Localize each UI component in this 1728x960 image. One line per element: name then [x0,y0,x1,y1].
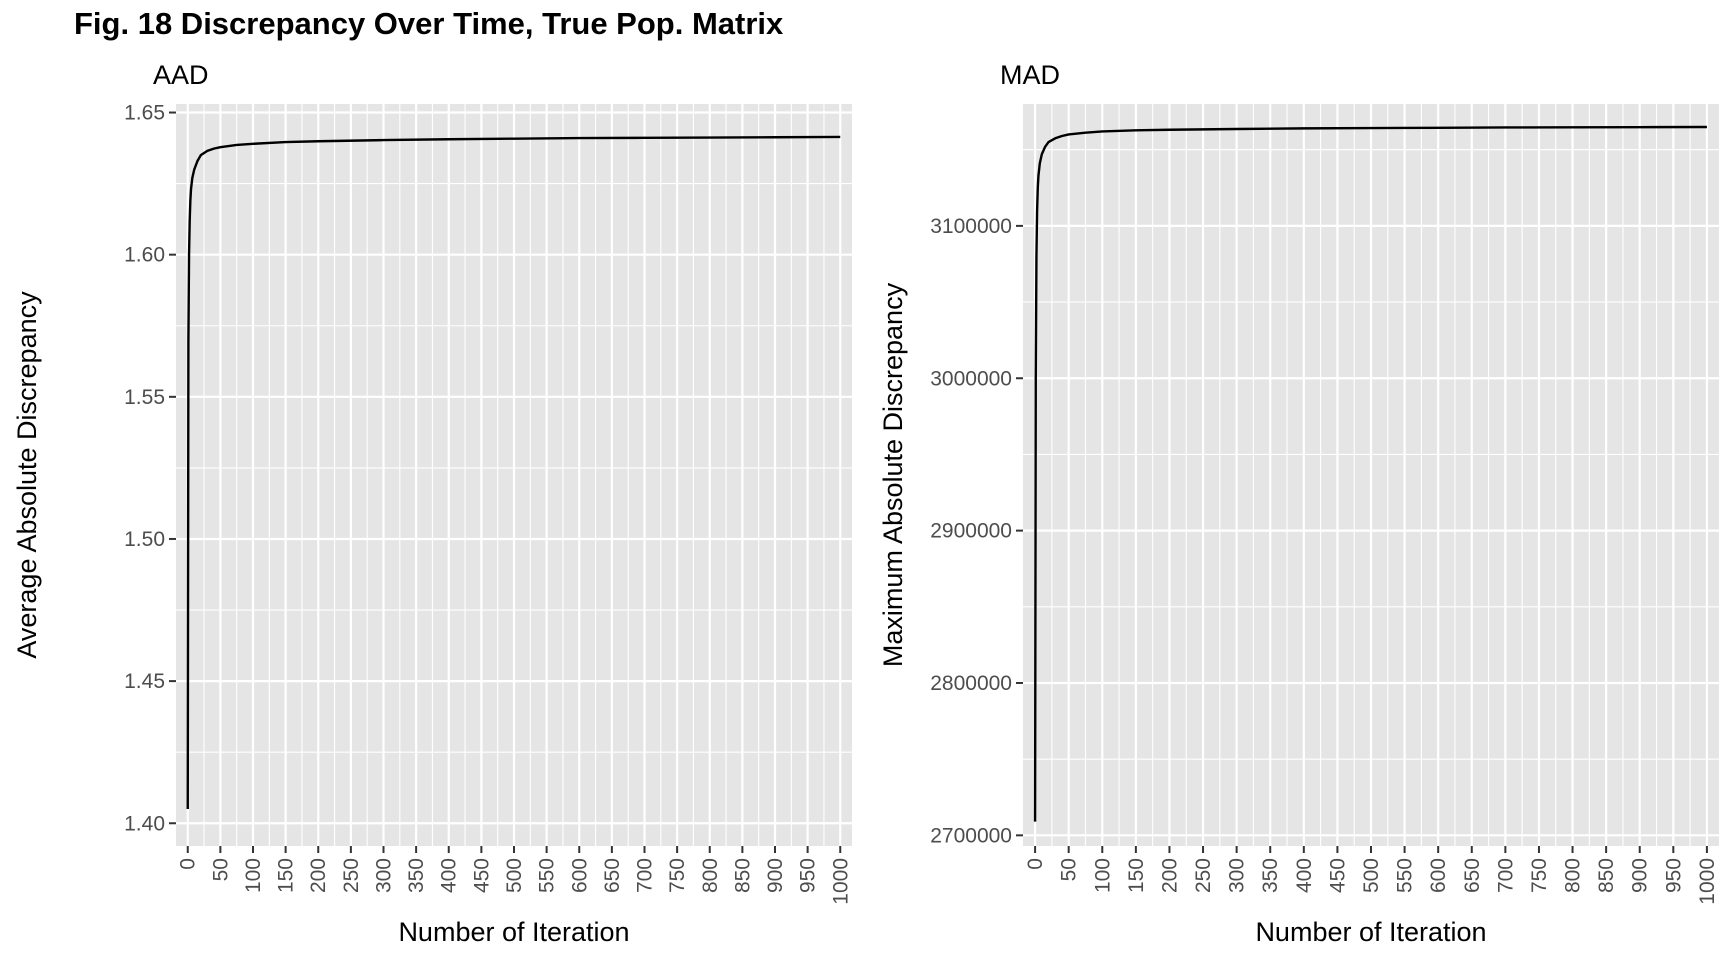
aad-x-tick-label: 600 [568,858,591,893]
mad-x-tick-label: 650 [1461,858,1484,893]
aad-x-tick-label: 850 [731,858,754,893]
aad-x-tick-label: 800 [699,858,722,893]
mad-y-tick-label: 2900000 [930,520,1012,543]
aad-x-tick-label: 450 [470,858,493,893]
aad-x-axis-label: Number of Iteration [398,917,629,947]
aad-x-tick-label: 100 [242,858,265,893]
aad-x-tick-label: 550 [536,858,559,893]
mad-x-tick-label: 450 [1326,858,1349,893]
mad-x-tick-label: 550 [1394,858,1417,893]
mad-x-tick-label: 250 [1192,858,1215,893]
aad-x-tick-label: 1000 [829,858,852,905]
mad-x-tick-label: 800 [1562,858,1585,893]
aad-y-tick-label: 1.50 [124,528,165,551]
aad-x-tick-label: 200 [307,858,330,893]
mad-series-line [1033,125,1707,822]
mad-x-tick-label: 150 [1125,858,1148,893]
mad-y-tick-label: 3100000 [930,215,1012,238]
aad-y-axis-label: Average Absolute Discrepancy [12,291,42,659]
mad-x-tick-label: 700 [1494,858,1517,893]
aad-x-tick-label: 650 [601,858,624,893]
mad-panel-title: MAD [1000,60,1060,90]
aad-x-tick-label: 400 [438,858,461,893]
mad-y-axis-label: Maximum Absolute Discrepancy [878,282,908,667]
mad-x-tick-label: 900 [1629,858,1652,893]
figure-title: Fig. 18 Discrepancy Over Time, True Pop.… [74,6,784,41]
mad-x-tick-label: 200 [1158,858,1181,893]
aad-series-line [186,135,841,810]
mad-x-tick-label: 400 [1293,858,1316,893]
mad-x-tick-label: 300 [1226,858,1249,893]
aad-panel-title: AAD [153,60,209,90]
mad-x-tick-label: 50 [1058,858,1081,881]
aad-x-tick-label: 150 [275,858,298,893]
mad-x-tick-label: 850 [1595,858,1618,893]
aad-x-tick-label: 950 [797,858,820,893]
mad-x-tick-label: 950 [1662,858,1685,893]
aad-x-tick-label: 700 [634,858,657,893]
aad-x-tick-label: 900 [764,858,787,893]
mad-y-tick-label: 3000000 [930,367,1012,390]
aad-x-tick-label: 750 [666,858,689,893]
mad-x-tick-label: 600 [1427,858,1450,893]
mad-y-tick-label: 2800000 [930,672,1012,695]
aad-y-tick-label: 1.55 [124,386,165,409]
aad-x-tick-label: 300 [372,858,395,893]
aad-x-tick-label: 50 [209,858,232,881]
mad-y-tick-label: 2700000 [930,824,1012,847]
aad-x-tick-label: 500 [503,858,526,893]
aad-y-tick-label: 1.40 [124,812,165,835]
aad-y-tick-label: 1.65 [124,102,165,125]
mad-x-tick-label: 750 [1528,858,1551,893]
mad-x-tick-label: 500 [1360,858,1383,893]
mad-x-axis-label: Number of Iteration [1255,917,1486,947]
mad-chart-panel: 2700000 2800000 2900000 3000000 3100000 0 50 10… [878,60,1719,947]
mad-x-tick-label: 0 [1024,858,1047,870]
aad-y-tick-label: 1.45 [124,670,165,693]
aad-x-tick-label: 350 [405,858,428,893]
aad-y-tick-label: 1.60 [124,244,165,267]
mad-x-tick-label: 100 [1091,858,1114,893]
aad-x-tick-label: 0 [177,858,200,870]
aad-x-tick-label: 250 [340,858,363,893]
mad-x-tick-label: 1000 [1696,858,1719,905]
mad-x-tick-label: 350 [1259,858,1282,893]
aad-chart-panel: 1.40 1.45 1.50 1.55 1.60 1.65 0 50 100 150 200 250 3… [12,60,852,947]
